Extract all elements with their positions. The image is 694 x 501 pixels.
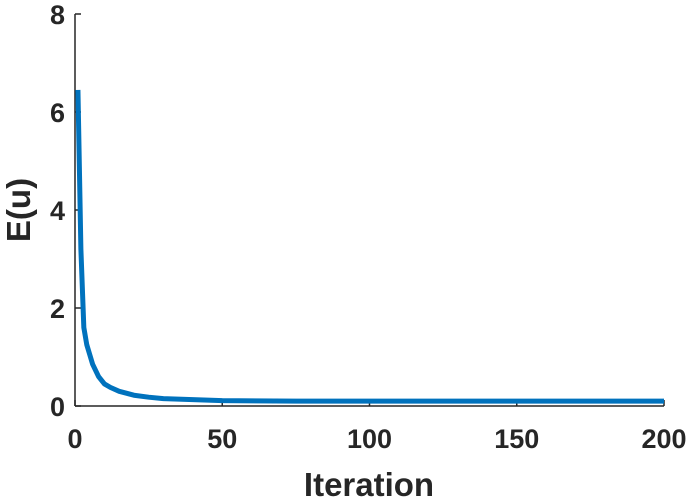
y-tick-label: 6 <box>50 98 65 128</box>
y-tick-label: 0 <box>50 392 65 422</box>
x-axis-label: Iteration <box>304 466 434 501</box>
x-tick-label: 150 <box>494 424 539 454</box>
x-tick-label: 100 <box>347 424 392 454</box>
y-tick-label: 2 <box>50 294 65 324</box>
x-tick-label: 200 <box>641 424 686 454</box>
y-tick-label: 4 <box>50 196 65 226</box>
y-axis-label: E(u) <box>0 178 37 242</box>
y-tick-label: 8 <box>50 0 65 30</box>
x-tick-label: 0 <box>67 424 82 454</box>
x-tick-label: 50 <box>207 424 237 454</box>
line-series <box>75 89 664 404</box>
